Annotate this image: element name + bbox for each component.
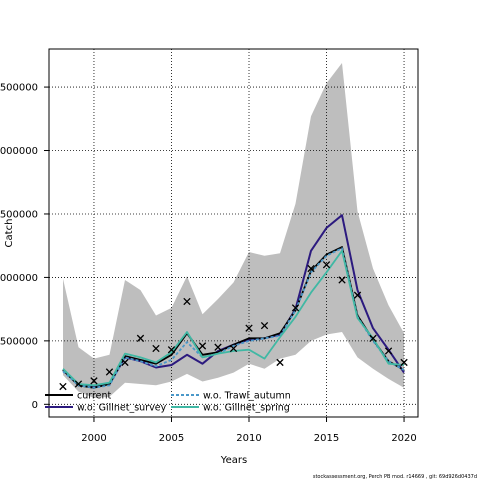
y-tick-label: 2500000 — [0, 83, 38, 94]
y-axis-title: Catch — [4, 219, 15, 248]
credit-text: stockassessment.org, Perch PB mod. r1466… — [313, 474, 477, 480]
legend-label: w.o. Gillnet_survey — [77, 403, 167, 414]
x-axis-title: Years — [220, 455, 247, 466]
x-tick-label: 2015 — [314, 433, 339, 444]
legend-item-1: w.o. Gillnet_survey — [45, 403, 167, 414]
observed-point — [136, 334, 145, 342]
y-tick-label: 500000 — [0, 336, 38, 347]
x-tick-label: 2005 — [159, 433, 184, 444]
observed-point — [74, 380, 83, 388]
observed-point — [276, 358, 284, 367]
plot-frame — [48, 48, 419, 418]
x-tick-label: 2020 — [391, 433, 416, 444]
series-layer — [62, 214, 405, 389]
x-tick-label: 2010 — [236, 433, 261, 444]
observed-point — [152, 344, 160, 353]
observed-point — [183, 297, 191, 306]
observed-point — [121, 358, 129, 367]
confidence-band — [63, 63, 404, 398]
y-tick-label: 1500000 — [0, 209, 38, 220]
series-line-2 — [62, 247, 405, 389]
legend-item-2: w.o. Trawl_autumn — [171, 391, 291, 402]
observed-point — [369, 334, 377, 342]
observed-point — [198, 342, 207, 350]
observed-point — [214, 343, 222, 351]
axis-layer: 2000 2005 2010 2015 2020 0 500000 1000000 150000… — [0, 83, 417, 444]
confidence-band-layer — [63, 63, 404, 398]
observed-point — [322, 261, 331, 269]
legend-label: w.o. Gillnet_spring — [203, 403, 290, 414]
legend-label: w.o. Trawl_autumn — [203, 391, 291, 402]
observed-point — [291, 304, 300, 312]
y-tick-label: 0 — [32, 400, 38, 411]
observed-point — [105, 368, 114, 376]
observed-point — [400, 358, 408, 367]
legend-item-3: w.o. Gillnet_spring — [171, 403, 290, 414]
y-tick-label: 2000000 — [0, 146, 38, 157]
observed-point — [245, 324, 253, 332]
y-tick-label: 1000000 — [0, 273, 38, 284]
observed-points-layer — [59, 261, 408, 391]
x-tick-label: 2000 — [81, 433, 106, 444]
legend-item-0: current — [45, 391, 112, 402]
observed-point — [167, 346, 176, 354]
series-line-3 — [62, 249, 405, 387]
observed-point — [229, 344, 238, 353]
observed-point — [59, 382, 67, 391]
observed-point — [353, 291, 362, 299]
observed-point — [90, 377, 98, 385]
observed-point — [384, 347, 393, 355]
observed-point — [260, 321, 269, 330]
observed-point — [307, 264, 315, 273]
observed-point — [338, 276, 346, 284]
legend-label: current — [77, 391, 112, 402]
